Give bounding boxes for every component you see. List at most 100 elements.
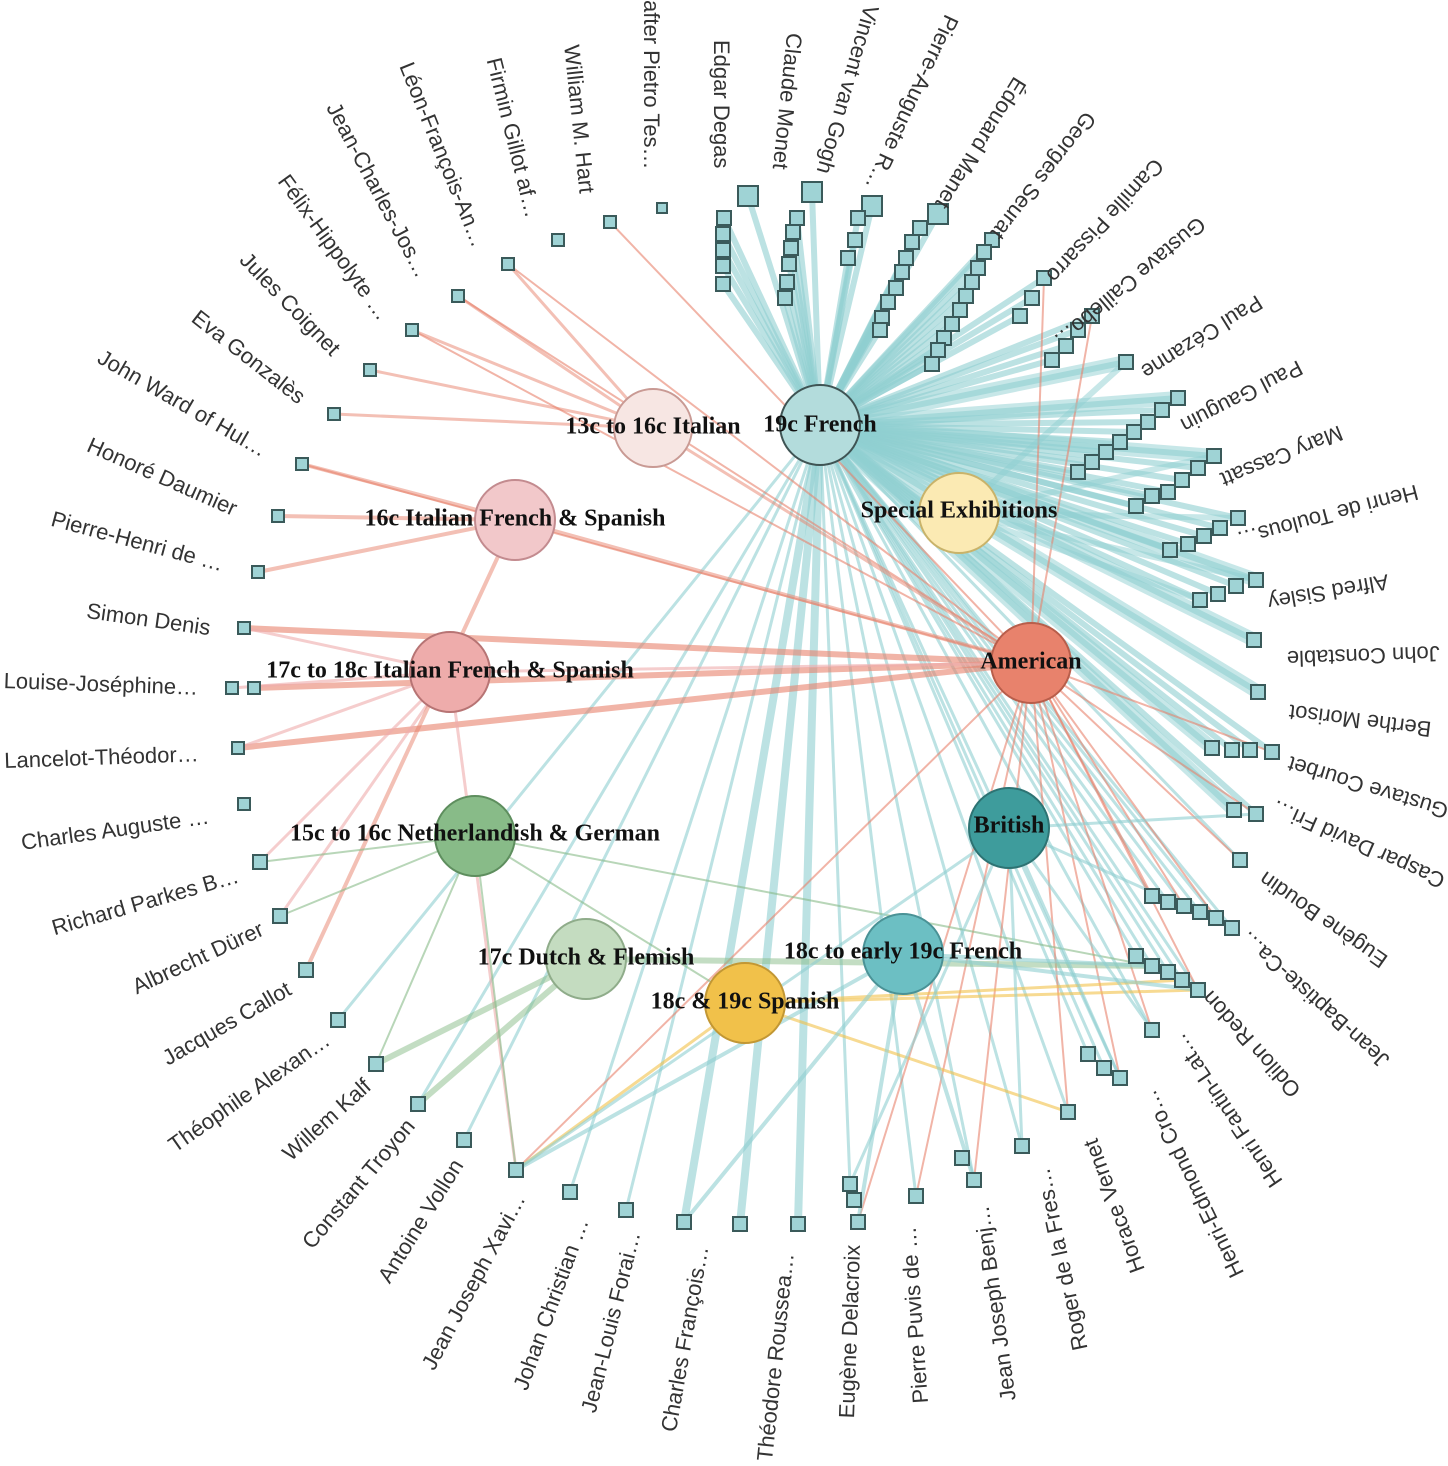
artist-node[interactable] xyxy=(894,264,910,280)
artist-node[interactable] xyxy=(908,1188,924,1204)
artist-label[interactable]: Edgar Degas xyxy=(709,40,734,168)
artist-label[interactable]: Richard Parkes B… xyxy=(49,863,242,940)
artist-node[interactable] xyxy=(954,1150,970,1166)
department-node[interactable] xyxy=(704,962,786,1044)
artist-node[interactable] xyxy=(737,185,759,207)
artist-node[interactable] xyxy=(1206,448,1222,464)
artist-node[interactable] xyxy=(405,323,419,337)
artist-node[interactable] xyxy=(1160,484,1176,500)
artist-node[interactable] xyxy=(363,363,377,377)
artist-node[interactable] xyxy=(501,257,515,271)
artist-node[interactable] xyxy=(603,215,617,229)
artist-node[interactable] xyxy=(676,1214,692,1230)
artist-node[interactable] xyxy=(551,233,565,247)
artist-node[interactable] xyxy=(840,250,856,266)
artist-label[interactable]: Jean Joseph Benj… xyxy=(969,1204,1021,1402)
artist-node[interactable] xyxy=(930,342,946,358)
artist-node[interactable] xyxy=(1140,414,1156,430)
artist-node[interactable] xyxy=(1248,806,1264,822)
artist-label[interactable]: Pierre-Henri de … xyxy=(49,506,227,576)
artist-node[interactable] xyxy=(1226,802,1242,818)
artist-node[interactable] xyxy=(330,1012,346,1028)
artist-label[interactable]: Alfred Sisley xyxy=(1266,569,1391,615)
artist-node[interactable] xyxy=(1230,510,1246,526)
artist-label[interactable]: Berthe Morisot xyxy=(1288,700,1433,742)
artist-node[interactable] xyxy=(715,258,731,274)
artist-node[interactable] xyxy=(970,260,986,276)
department-node[interactable] xyxy=(545,918,627,1000)
department-node[interactable] xyxy=(613,388,693,468)
artist-node[interactable] xyxy=(225,681,239,695)
artist-node[interactable] xyxy=(732,1216,748,1232)
artist-node[interactable] xyxy=(1170,390,1186,406)
artist-label[interactable]: Charles Auguste … xyxy=(19,804,210,855)
artist-node[interactable] xyxy=(1144,888,1160,904)
artist-node[interactable] xyxy=(790,1216,806,1232)
artist-label[interactable]: John Constable xyxy=(1286,641,1440,671)
artist-label[interactable]: Vincent van Gogh xyxy=(812,2,884,177)
artist-node[interactable] xyxy=(1084,454,1100,470)
artist-node[interactable] xyxy=(1174,472,1190,488)
artist-label[interactable]: Horace Vernet xyxy=(1078,1136,1150,1277)
artist-label[interactable]: Lancelot-Théodor… xyxy=(4,741,199,773)
artist-label[interactable]: Jacques Callot xyxy=(158,976,295,1070)
artist-node[interactable] xyxy=(888,280,904,296)
artist-node[interactable] xyxy=(1024,290,1040,306)
artist-node[interactable] xyxy=(1246,632,1262,648)
artist-node[interactable] xyxy=(1248,572,1264,588)
artist-node[interactable] xyxy=(715,226,731,242)
artist-node[interactable] xyxy=(1208,910,1224,926)
artist-label[interactable]: Firmin Gillot af… xyxy=(482,55,546,220)
artist-node[interactable] xyxy=(1224,920,1240,936)
department-node[interactable] xyxy=(968,787,1050,869)
artist-node[interactable] xyxy=(716,210,732,226)
artist-node[interactable] xyxy=(966,1172,982,1188)
artist-node[interactable] xyxy=(1098,444,1114,460)
artist-node[interactable] xyxy=(1228,578,1244,594)
artist-node[interactable] xyxy=(904,234,920,250)
artist-node[interactable] xyxy=(872,322,888,338)
artist-node[interactable] xyxy=(861,195,883,217)
artist-node[interactable] xyxy=(247,681,261,695)
artist-label[interactable]: Henri de Toulous… xyxy=(1234,480,1421,552)
artist-node[interactable] xyxy=(271,509,285,523)
artist-node[interactable] xyxy=(1096,1060,1112,1076)
artist-node[interactable] xyxy=(781,256,797,272)
artist-node[interactable] xyxy=(924,356,940,372)
artist-node[interactable] xyxy=(1128,498,1144,514)
artist-node[interactable] xyxy=(1224,742,1240,758)
artist-node[interactable] xyxy=(1112,1070,1128,1086)
artist-label[interactable]: Willem Kalf xyxy=(277,1073,376,1166)
artist-node[interactable] xyxy=(1126,424,1142,440)
artist-label[interactable]: Antoine Vollon xyxy=(373,1155,469,1288)
artist-node[interactable] xyxy=(1232,852,1248,868)
artist-label[interactable]: Paul Gauguin xyxy=(1177,355,1307,438)
artist-node[interactable] xyxy=(1176,898,1192,914)
artist-label[interactable]: Louise-Joséphine… xyxy=(3,668,198,700)
artist-label[interactable]: Roger de la Fres… xyxy=(1029,1166,1092,1353)
artist-node[interactable] xyxy=(898,250,914,266)
artist-label[interactable]: Mary Cassatt xyxy=(1217,421,1347,493)
artist-node[interactable] xyxy=(715,276,731,292)
artist-node[interactable] xyxy=(1058,338,1074,354)
artist-node[interactable] xyxy=(1070,322,1086,338)
artist-label[interactable]: Eugène Delacroix xyxy=(834,1244,865,1418)
department-node[interactable] xyxy=(990,622,1072,704)
artist-node[interactable] xyxy=(1212,520,1228,536)
artist-node[interactable] xyxy=(1190,460,1206,476)
department-node[interactable] xyxy=(918,472,1000,554)
artist-node[interactable] xyxy=(1160,964,1176,980)
artist-node[interactable] xyxy=(715,242,731,258)
artist-node[interactable] xyxy=(618,1202,634,1218)
artist-label[interactable]: Albrecht Dürer xyxy=(128,916,267,999)
artist-node[interactable] xyxy=(1080,1046,1096,1062)
artist-node[interactable] xyxy=(327,407,341,421)
artist-node[interactable] xyxy=(1128,948,1144,964)
artist-node[interactable] xyxy=(252,854,268,870)
artist-node[interactable] xyxy=(368,1056,384,1072)
artist-node[interactable] xyxy=(1242,742,1258,758)
artist-label[interactable]: Charles François… xyxy=(656,1244,713,1434)
artist-node[interactable] xyxy=(456,1132,472,1148)
artist-node[interactable] xyxy=(295,457,309,471)
artist-node[interactable] xyxy=(508,1162,524,1178)
